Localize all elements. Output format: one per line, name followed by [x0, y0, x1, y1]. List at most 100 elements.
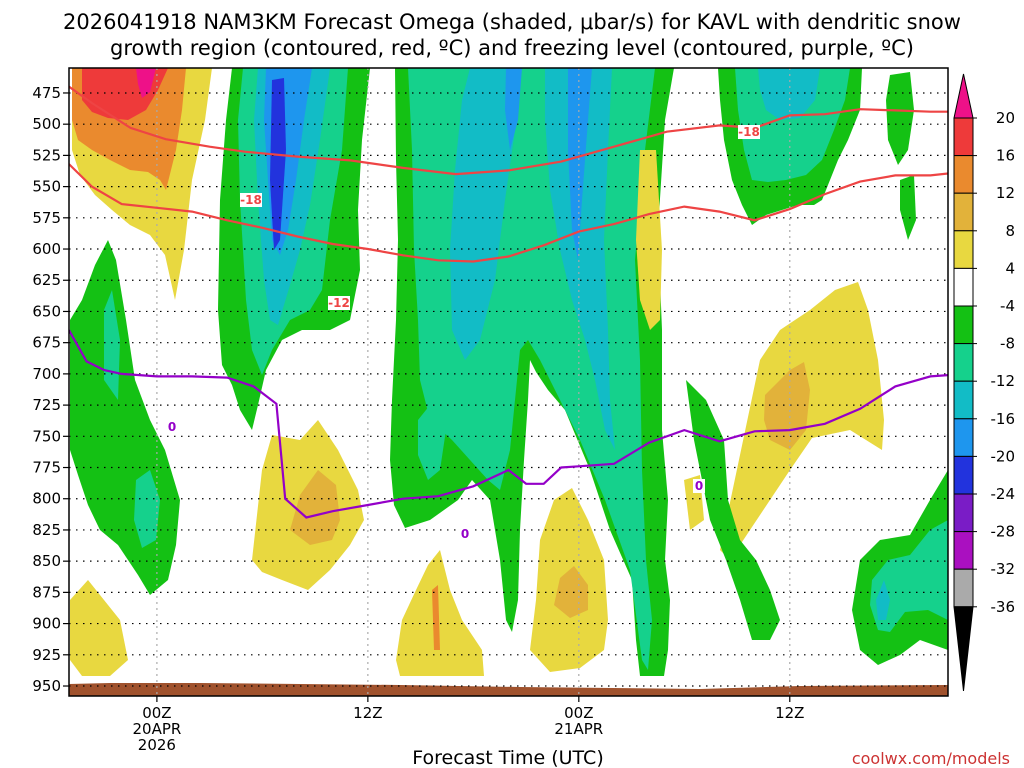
- omega-area: [758, 68, 820, 120]
- x-axis-label: Forecast Time (UTC): [412, 747, 603, 768]
- contour-label-bg: [240, 193, 262, 207]
- dgz-upper-contour: [69, 85, 948, 176]
- x-tick-label: 20APR: [132, 720, 181, 738]
- omega-area: [900, 175, 916, 240]
- y-tick-label: 825: [32, 521, 61, 539]
- omega-area: [886, 72, 914, 165]
- contour-label-bg: [459, 527, 471, 541]
- y-tick-label: 600: [32, 240, 61, 258]
- colorbar-label: -20: [991, 447, 1016, 465]
- colorbar-label: 20: [996, 109, 1015, 127]
- omega-area: [418, 400, 446, 480]
- colorbar-label: -8: [1000, 335, 1015, 353]
- y-tick-label: 750: [32, 427, 61, 445]
- y-tick-label: 675: [32, 334, 61, 352]
- colorbar-cell: [953, 455, 974, 495]
- dgz-lower-contour: [69, 163, 948, 263]
- y-tick-label: 775: [32, 459, 61, 477]
- omega-area: [870, 520, 948, 632]
- colorbar-cell: [953, 343, 974, 382]
- colorbar-cell: [953, 230, 974, 269]
- x-tick-label: 00Z: [142, 704, 171, 722]
- colorbar-cell: [953, 418, 974, 457]
- contour-label-upper-left: -18: [240, 193, 262, 207]
- omega-area: [554, 566, 588, 618]
- plot-frame: [68, 67, 949, 697]
- omega-area: [432, 585, 440, 650]
- colorbar-cell: [953, 73, 974, 119]
- contour-label-bg: [166, 420, 178, 434]
- omega-area: [545, 68, 615, 450]
- x-tick-label: 12Z: [353, 704, 382, 722]
- colorbar-label: 4: [1005, 259, 1015, 277]
- freezing-level-contour: [69, 329, 948, 519]
- colorbar-label: -4: [1000, 297, 1015, 315]
- y-tick-label: 950: [32, 677, 61, 695]
- x-tick-label: 2026: [138, 736, 176, 754]
- contour-label-upper-right: -18: [738, 125, 760, 139]
- y-tick-label: 575: [32, 209, 61, 227]
- colorbar-cell: [953, 117, 974, 157]
- omega-area: [505, 68, 522, 150]
- y-tick-label: 625: [32, 271, 61, 289]
- omega-area: [876, 580, 890, 620]
- colorbar-label: -28: [991, 523, 1016, 541]
- contour-label-freezing-2: 0: [461, 527, 469, 541]
- colorbar-label: -12: [991, 372, 1016, 390]
- chart-title-line1: 2026041918 NAM3KM Forecast Omega (shaded…: [63, 10, 961, 34]
- y-axis: 475 500 525 550 575 600 625 650 675 700 725 750 775 8…: [32, 84, 69, 695]
- contour-label-bg: [693, 479, 705, 493]
- contour-label-bg: [738, 125, 760, 139]
- colorbar-label: -36: [991, 598, 1016, 616]
- colorbar-cell: [953, 380, 974, 420]
- credit-text: coolwx.com/models: [852, 749, 1010, 768]
- colorbar-cell: [953, 155, 974, 194]
- x-tick-label: 00Z: [564, 704, 593, 722]
- grid-lines: [69, 68, 948, 696]
- omega-area: [568, 68, 592, 260]
- omega-area: [396, 550, 484, 676]
- colorbar-cell: [953, 267, 974, 307]
- colorbar-label: 12: [996, 184, 1015, 202]
- colorbar-cell: [953, 531, 974, 570]
- colorbar: 20 16 12 8 4 -4 -8 -12 -16 -20 -24 -28 -32 -36: [953, 73, 1016, 692]
- y-tick-label: 875: [32, 583, 61, 601]
- colorbar-label: -24: [991, 485, 1016, 503]
- y-tick-label: 900: [32, 615, 61, 633]
- y-tick-label: 800: [32, 490, 61, 508]
- y-tick-label: 500: [32, 115, 61, 133]
- colorbar-cell: [953, 568, 974, 608]
- chart-title-line2: growth region (contoured, red, ºC) and f…: [110, 36, 914, 60]
- y-tick-label: 650: [32, 302, 61, 320]
- colorbar-label: -16: [991, 410, 1016, 428]
- colorbar-label: 16: [996, 147, 1015, 165]
- contour-label-freezing-3: 0: [695, 479, 703, 493]
- x-tick-label: 12Z: [775, 704, 804, 722]
- omega-area: [270, 78, 286, 250]
- colorbar-cell: [953, 493, 974, 533]
- omega-area: [636, 150, 662, 330]
- y-tick-label: 725: [32, 396, 61, 414]
- y-tick-label: 700: [32, 365, 61, 383]
- omega-area: [686, 380, 780, 640]
- y-tick-label: 525: [32, 146, 61, 164]
- x-tick-label: 21APR: [554, 720, 603, 738]
- colorbar-label: 8: [1005, 222, 1015, 240]
- y-tick-label: 925: [32, 646, 61, 664]
- contour-label-freezing-1: 0: [168, 420, 176, 434]
- omega-area: [134, 470, 160, 548]
- colorbar-label: -32: [991, 560, 1016, 578]
- contour-label-bg: [328, 296, 350, 310]
- omega-area: [70, 580, 128, 676]
- omega-area: [450, 68, 520, 360]
- colorbar-cell: [953, 192, 974, 232]
- omega-area: [136, 68, 156, 98]
- y-tick-label: 475: [32, 84, 61, 102]
- y-tick-label: 550: [32, 178, 61, 196]
- terrain-fill: [69, 683, 948, 696]
- colorbar-cell: [953, 606, 974, 692]
- omega-area: [290, 470, 340, 545]
- contour-label-lower: -12: [328, 296, 350, 310]
